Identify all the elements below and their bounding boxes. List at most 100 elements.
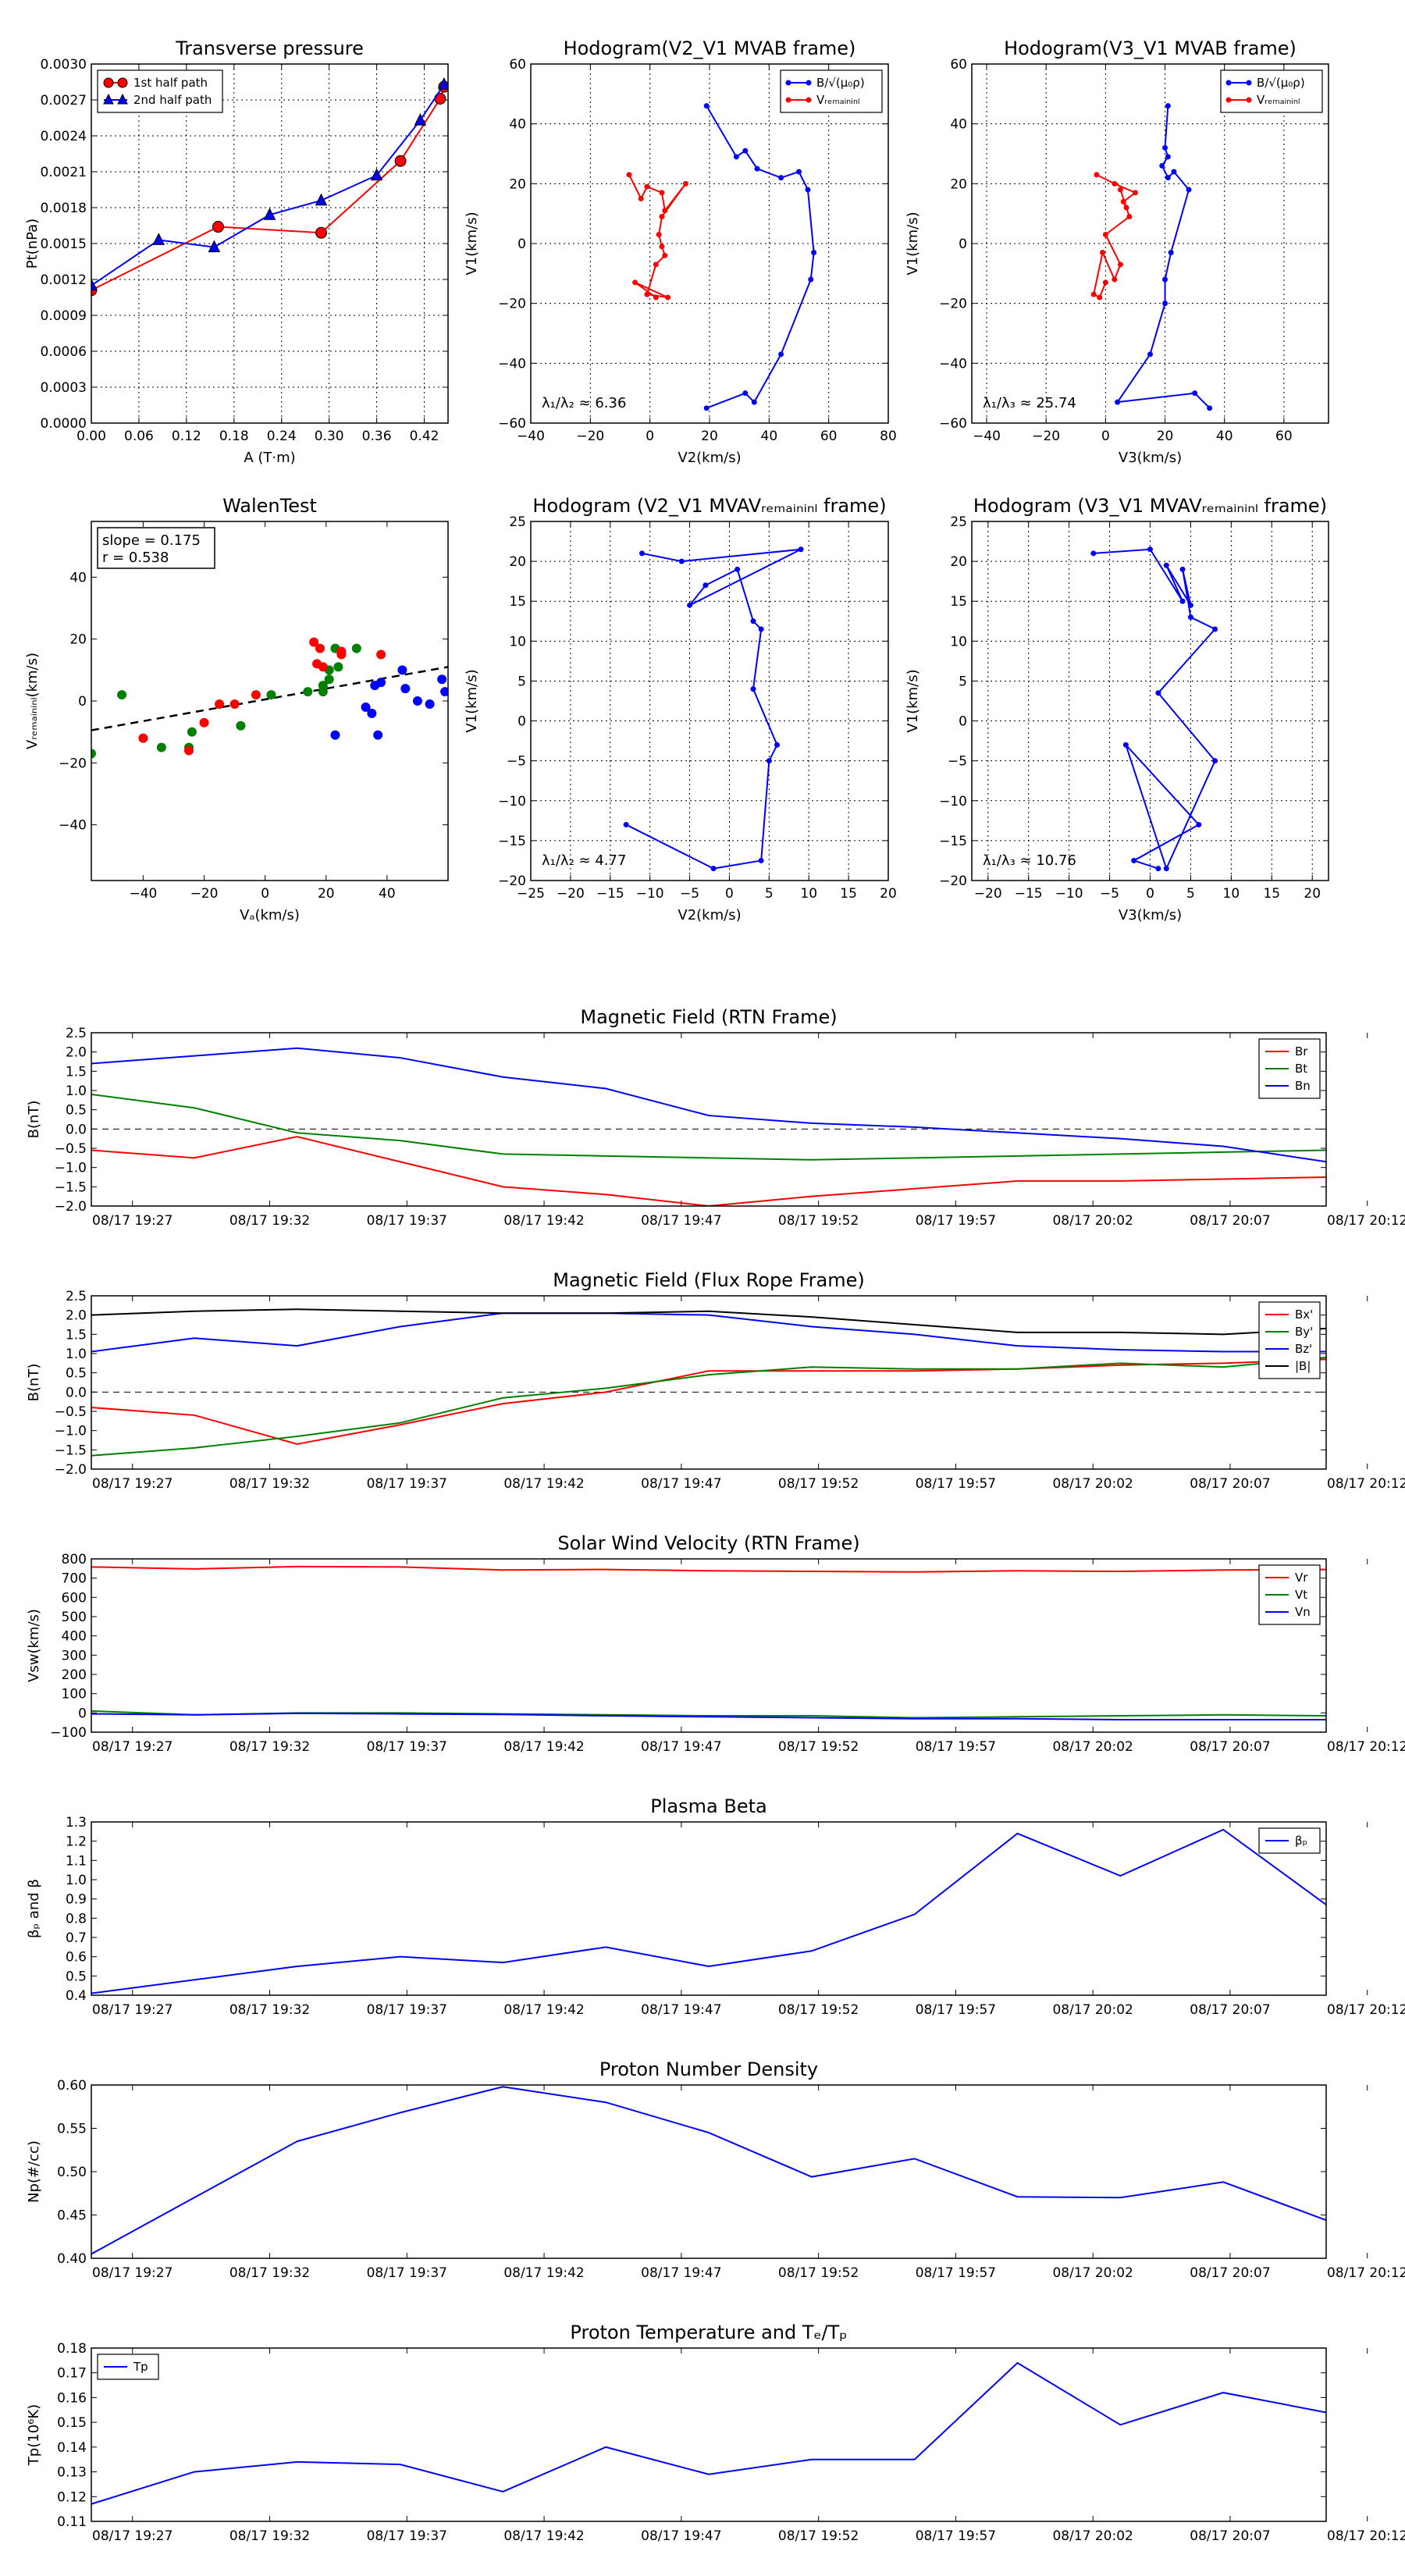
data-area [91,1828,1326,1994]
x-tick-label: 0.18 [219,429,249,444]
data-point [117,690,127,700]
legend-label: Bt [1295,1062,1307,1076]
data-point [1090,291,1097,297]
y-tick-label: 40 [69,570,87,585]
data-point [702,582,709,589]
x-tick-label: 5 [1186,886,1195,902]
x-tick-label: 20 [701,429,718,444]
legend-marker [785,97,791,103]
data-point [199,717,209,728]
x-tick-label: 08/17 19:47 [641,2528,721,2544]
series-line-0 [91,1358,1326,1445]
data-point [1100,250,1106,255]
annotation-line: slope = 0.175 [102,532,201,549]
y-tick-label: 0.13 [57,2465,87,2481]
data-point [682,180,688,187]
y-tick-label: 0.0024 [41,129,87,144]
y-tick-label: 2.0 [66,1308,87,1324]
y-tick-label: 5 [959,674,967,689]
data-point [266,690,276,700]
y-tick-label: 200 [62,1667,87,1683]
x-tick-label: −15 [596,886,624,902]
x-tick-label: 08/17 19:32 [229,1476,310,1492]
data-point [215,699,225,709]
data-point [1159,162,1165,169]
data-point [156,742,166,753]
y-tick-label: 0 [959,237,967,252]
data-point [678,558,685,564]
chart-title: Hodogram(V2_V1 MVAB frame) [564,37,856,59]
series-line-2 [91,1712,1326,1720]
y-tick-label: 100 [62,1687,87,1703]
plot-frame [971,63,1329,424]
x-tick-label: 08/17 20:12 [1327,2002,1405,2018]
data-point [1131,857,1137,863]
data-point [183,745,194,756]
data-point [229,699,240,709]
x-tick-label: 08/17 20:12 [1327,1213,1405,1229]
legend-marker [1246,80,1252,86]
y-tick-label: 0.5 [66,1103,87,1119]
x-tick-label: −20 [190,886,219,902]
y-axis-label: Np(#/cc) [26,2140,42,2203]
data-point [638,550,645,557]
y-tick-label: −60 [498,416,526,432]
legend-marker [806,80,812,86]
data-point [152,233,165,245]
y-tick-label: 40 [509,117,526,133]
legend-marker [806,97,812,103]
y-tick-label: 300 [62,1648,87,1663]
legend-marker [785,80,791,86]
data-point [774,742,781,748]
x-tick-label: 08/17 19:27 [92,2528,173,2544]
legend-label: 1st half path [133,76,208,90]
chart-title: Transverse pressure [175,37,364,59]
legend-label: βₚ [1295,1834,1307,1848]
x-tick-label: 08/17 19:57 [916,1476,996,1492]
legend: Bx' By' Bz' |B| [1258,1301,1321,1379]
x-tick-label: 08/17 20:02 [1052,1476,1133,1492]
y-axis-label: Vᵣₑₘₐᵢₙᵢₙₗ(km/s) [24,653,41,749]
x-tick-label: −10 [1055,886,1083,902]
y-tick-label: 0 [518,714,526,730]
ratio-annotation: λ₁/λ₂ ≈ 6.36 [542,395,626,411]
data-point [1212,626,1218,632]
data-point [758,626,764,632]
ratio-annotation: λ₁/λ₃ ≈ 25.74 [983,395,1076,411]
legend-label: Bx' [1295,1308,1313,1322]
x-tick-label: 08/17 19:47 [641,2265,721,2281]
data-point [1187,602,1193,608]
legend-label: |B| [1295,1359,1311,1373]
data-point [361,702,371,712]
data-point [751,399,757,405]
series-line-0 [1093,548,1217,871]
data-area [1090,546,1218,872]
x-tick-label: 08/17 19:57 [916,1213,996,1229]
data-point [665,294,671,301]
legend-marker [1225,80,1232,86]
data-point [653,262,659,268]
data-point [811,250,817,255]
legend: Tp [97,2354,159,2380]
x-tick-label: −20 [974,886,1002,902]
y-tick-label: 0.12 [57,2489,87,2505]
data-point [659,214,665,219]
chart-t4: Plasma Beta 0.4 0.5 0.6 0.7 0.8 0.9 1.0 1.1 1.2 1.… [26,1795,1405,2018]
data-area [91,2086,1326,2255]
data-point [303,687,313,697]
data-point [1102,279,1108,286]
data-point [778,175,784,181]
data-point [710,866,717,872]
x-tick-label: 5 [765,886,774,902]
data-point [1112,180,1118,187]
y-tick-label: 0.11 [57,2514,87,2530]
ratio-annotation: λ₁/λ₂ ≈ 4.77 [542,852,626,869]
x-tick-label: 08/17 19:37 [367,2265,447,2281]
data-point [1196,821,1202,827]
y-tick-label: 0.14 [57,2440,87,2456]
x-tick-label: 08/17 19:37 [367,1739,447,1755]
data-point [733,154,739,160]
data-area [91,1308,1326,1457]
series-line-0 [1115,105,1211,409]
y-tick-label: −2.0 [55,1462,87,1478]
